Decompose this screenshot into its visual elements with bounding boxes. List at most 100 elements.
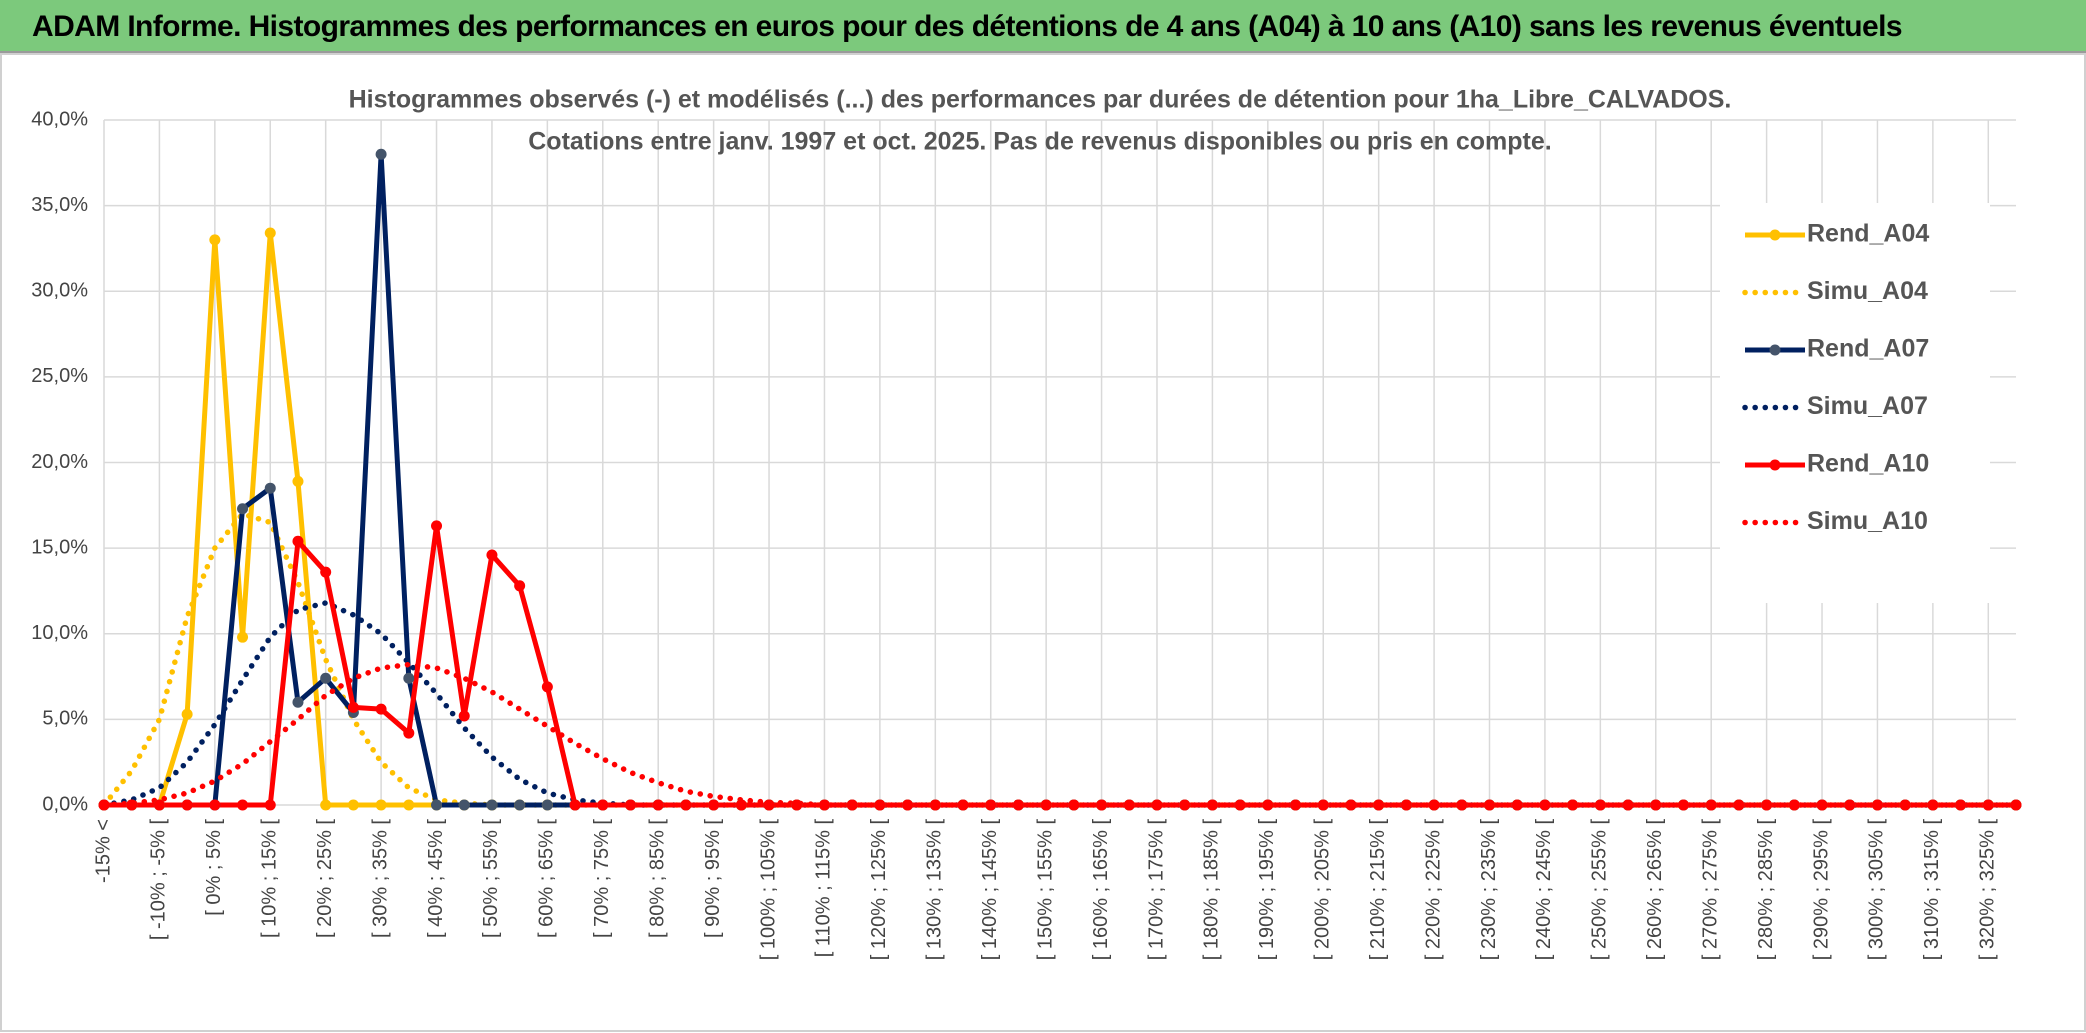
data-point [486, 799, 498, 811]
data-point [1788, 799, 1800, 811]
data-point [1373, 799, 1385, 811]
data-point [902, 799, 914, 811]
data-point [486, 549, 498, 561]
x-tick-label: [ 230% ; 235% [ [1478, 819, 1500, 961]
x-tick-label: [ 180% ; 185% [ [1201, 819, 1223, 961]
data-point [680, 799, 692, 811]
data-point [209, 799, 221, 811]
x-tick-label: [ 270% ; 275% [ [1699, 819, 1721, 961]
x-tick-label: [ 250% ; 255% [ [1589, 819, 1611, 961]
x-tick-label: [ 190% ; 195% [ [1256, 819, 1278, 961]
data-point [985, 799, 997, 811]
data-point [1816, 799, 1828, 811]
x-tick-label: [ 0% ; 5% [ [203, 819, 225, 916]
data-point [1068, 799, 1080, 811]
data-point [126, 799, 138, 811]
x-tick-label: [ 60% ; 65% [ [536, 819, 558, 938]
data-point [735, 799, 747, 811]
data-point [1234, 799, 1246, 811]
data-point [1428, 799, 1440, 811]
x-tick-label: [ 220% ; 225% [ [1422, 819, 1444, 961]
data-point [1096, 799, 1108, 811]
legend-box [1720, 203, 1990, 603]
x-tick-label: [ 10% ; 15% [ [259, 819, 281, 938]
data-point [1151, 799, 1163, 811]
data-point [1290, 799, 1302, 811]
x-tick-label: [ 310% ; 315% [ [1921, 819, 1943, 961]
data-point [403, 672, 415, 684]
data-point [264, 799, 276, 811]
data-point [1179, 799, 1191, 811]
x-tick-label: [ 240% ; 245% [ [1533, 819, 1555, 961]
data-point [1899, 799, 1911, 811]
legend-label: Rend_A04 [1807, 220, 1929, 248]
data-point [237, 631, 249, 643]
data-point [652, 799, 664, 811]
x-tick-label: [ 200% ; 205% [ [1312, 819, 1334, 961]
data-point [514, 799, 526, 811]
x-tick-label: [ 50% ; 55% [ [480, 819, 502, 938]
data-point [292, 475, 304, 487]
data-point [320, 672, 332, 684]
data-point [347, 799, 359, 811]
data-point [541, 681, 553, 693]
legend-label: Simu_A07 [1807, 392, 1928, 420]
data-point [541, 799, 553, 811]
data-point [597, 799, 609, 811]
data-point [874, 799, 886, 811]
data-point [237, 503, 249, 515]
data-point [1567, 799, 1579, 811]
data-point [1677, 799, 1689, 811]
y-tick-label: 30,0% [31, 280, 88, 302]
data-point [846, 799, 858, 811]
x-tick-label: [ 100% ; 105% [ [757, 819, 779, 961]
x-tick-label: -15% < [92, 819, 114, 883]
data-point [763, 799, 775, 811]
data-point [1761, 799, 1773, 811]
data-point [957, 799, 969, 811]
data-point [431, 520, 443, 532]
data-point [1927, 799, 1939, 811]
data-point [1456, 799, 1468, 811]
data-point [2010, 799, 2022, 811]
x-tick-label: [ 120% ; 125% [ [868, 819, 890, 961]
data-point [1123, 799, 1135, 811]
x-tick-label: [ 170% ; 175% [ [1145, 819, 1167, 961]
x-tick-label: [ 140% ; 145% [ [979, 819, 1001, 961]
data-point [375, 799, 387, 811]
data-point [1539, 799, 1551, 811]
chart-title: Histogrammes observés (-) et modélisés (… [349, 86, 1732, 114]
data-point [431, 799, 443, 811]
x-tick-label: [ 260% ; 265% [ [1644, 819, 1666, 961]
legend-label: Simu_A10 [1807, 507, 1928, 535]
data-point [1484, 799, 1496, 811]
legend-label: Rend_A10 [1807, 450, 1929, 478]
y-tick-label: 40,0% [31, 108, 88, 130]
x-tick-label: [ 300% ; 305% [ [1866, 819, 1888, 961]
data-point [403, 799, 415, 811]
data-point [264, 482, 276, 494]
x-tick-label: [ 30% ; 35% [ [369, 819, 391, 938]
x-tick-label: [ 210% ; 215% [ [1367, 819, 1389, 961]
data-point [1206, 799, 1218, 811]
x-tick-label: [ 290% ; 295% [ [1810, 819, 1832, 961]
data-point [514, 580, 526, 592]
legend-label: Simu_A04 [1807, 277, 1928, 305]
chart: -15% < [ -10% ; -5% [ [ 0% ; 5% [ [ 10% ; 1… [0, 53, 2086, 1032]
x-tick-label: [ -10% ; -5% [ [148, 819, 170, 941]
data-point [458, 799, 470, 811]
series-line [101, 661, 2019, 808]
legend-marker [1769, 229, 1781, 241]
data-point [292, 696, 304, 708]
y-tick-label: 10,0% [31, 622, 88, 644]
legend-label: Rend_A07 [1807, 335, 1929, 363]
x-tick-label: [ 130% ; 135% [ [924, 819, 946, 961]
x-tick-label: [ 320% ; 325% [ [1977, 819, 1999, 961]
data-point [375, 148, 387, 160]
frame [0, 53, 2086, 1032]
data-point [1844, 799, 1856, 811]
data-point [320, 566, 332, 578]
y-tick-label: 25,0% [31, 365, 88, 387]
x-tick-label: [ 160% ; 165% [ [1090, 819, 1112, 961]
data-point [569, 799, 581, 811]
